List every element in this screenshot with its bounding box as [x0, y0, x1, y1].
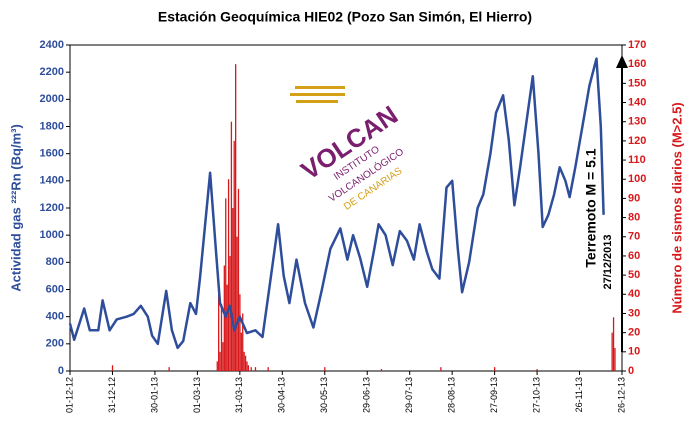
bar — [612, 317, 615, 371]
bar — [236, 236, 238, 371]
bar — [380, 369, 383, 371]
y2-tick-label: 10 — [628, 346, 640, 358]
bar — [243, 351, 245, 371]
y-tick-label: 1600 — [40, 148, 64, 160]
y2-tick-label: 170 — [628, 39, 646, 51]
y-tick-label: 2200 — [40, 66, 64, 78]
bar — [250, 367, 252, 371]
y-tick-label: 0 — [58, 365, 64, 377]
bar — [611, 332, 613, 371]
bar — [235, 64, 237, 372]
bar — [220, 303, 223, 371]
y-tick-label: 400 — [46, 311, 64, 323]
y2-tick-label: 110 — [628, 154, 646, 166]
y-axis-label: Actividad gas ²²²Rn (Bq/m³) — [8, 124, 23, 292]
bar — [218, 294, 220, 371]
bar — [324, 367, 326, 371]
bar — [246, 361, 248, 371]
bar — [247, 365, 250, 371]
x-tick-label: 30-05-13 — [319, 377, 329, 413]
annotation: Terremoto M = 5.1 — [583, 148, 599, 267]
bar — [232, 208, 234, 371]
y2-tick-label: 60 — [628, 250, 640, 262]
y-tick-label: 2400 — [40, 39, 64, 51]
y2-tick-label: 160 — [628, 58, 646, 70]
bar — [223, 265, 225, 371]
bar — [267, 367, 269, 371]
y-tick-label: 1800 — [40, 120, 64, 132]
y2-tick-label: 90 — [628, 192, 640, 204]
y2-tick-label: 80 — [628, 211, 640, 223]
x-tick-label: 29-06-13 — [362, 377, 372, 413]
y2-tick-label: 100 — [628, 173, 646, 185]
x-tick-label: 31-12-12 — [107, 377, 117, 413]
y-tick-label: 2000 — [40, 93, 64, 105]
y2-tick-label: 120 — [628, 135, 646, 147]
bar — [233, 140, 235, 371]
x-tick-label: 28-08-13 — [447, 377, 457, 413]
y2-tick-label: 130 — [628, 116, 646, 128]
y2-tick-label: 50 — [628, 269, 640, 281]
x-tick-label: 30-04-13 — [277, 377, 287, 413]
y-tick-label: 800 — [46, 256, 64, 268]
x-tick-label: 27-10-13 — [531, 377, 541, 413]
x-tick-label: 30-01-13 — [149, 377, 159, 413]
bar — [225, 198, 227, 371]
bar — [242, 313, 244, 371]
bar — [614, 347, 616, 371]
y-tick-label: 1200 — [40, 202, 64, 214]
x-tick-label: 27-09-13 — [489, 377, 499, 413]
y2-tick-label: 0 — [628, 365, 634, 377]
bar — [168, 367, 170, 371]
y2-axis-label: Número de sismos diarios (M>2.5) — [669, 102, 684, 313]
y-tick-label: 1000 — [40, 229, 64, 241]
bar — [254, 367, 257, 371]
x-tick-label: 01-03-13 — [192, 377, 202, 413]
x-tick-label: 01-12-12 — [64, 377, 74, 413]
logo: VOLCAN INSTITUTO VOLCANOLÓGICO DE CANARI… — [290, 86, 406, 213]
x-tick-label: 26-11-13 — [574, 377, 584, 412]
bar — [222, 342, 224, 371]
bar — [216, 361, 218, 371]
y-tick-label: 200 — [46, 338, 64, 350]
bar — [230, 121, 233, 372]
y2-tick-label: 30 — [628, 307, 640, 319]
x-tick-label: 29-07-13 — [404, 377, 414, 413]
bar — [237, 188, 240, 371]
bar — [239, 294, 241, 371]
bar — [536, 369, 538, 371]
y2-tick-label: 20 — [628, 327, 640, 339]
y2-tick-label: 70 — [628, 231, 640, 243]
y-tick-label: 1400 — [40, 175, 64, 187]
y2-tick-label: 140 — [628, 96, 646, 108]
bar — [240, 332, 242, 371]
bar — [244, 355, 247, 371]
bar — [111, 365, 114, 371]
bar — [219, 351, 221, 371]
y2-tick-label: 40 — [628, 288, 640, 300]
bar — [494, 367, 496, 371]
bar — [226, 284, 228, 371]
chart-title: Estación Geoquímica HIE02 (Pozo San Simó… — [158, 9, 532, 25]
y-tick-label: 600 — [46, 283, 64, 295]
line — [68, 57, 605, 350]
bar — [440, 367, 442, 371]
x-tick-label: 26-12-13 — [616, 377, 626, 413]
y2-tick-label: 150 — [628, 77, 646, 89]
annotation: 27/12/2013 — [602, 234, 614, 289]
x-tick-label: 31-03-13 — [234, 377, 244, 413]
bar — [227, 179, 230, 371]
